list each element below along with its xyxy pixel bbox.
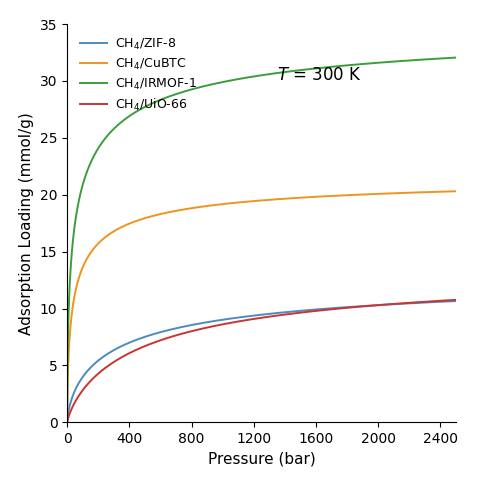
CH$_4$/UiO-66 [230, 320, 236, 325]
CH$_4$/ZIF-8 [404, 300, 409, 306]
CH$_4$/CuBTC [64, 420, 70, 425]
CH$_4$/CuBTC [108, 230, 114, 236]
CH$_4$/UiO-66 [404, 300, 409, 306]
X-axis label: Pressure (bar): Pressure (bar) [208, 452, 315, 467]
CH$_4$/IRMOF-1 [230, 77, 236, 83]
CH$_4$/UiO-66 [453, 297, 459, 303]
Text: $\mathit{T}$ = 300 K: $\mathit{T}$ = 300 K [277, 66, 362, 84]
CH$_4$/CuBTC [214, 202, 219, 208]
Legend: CH$_4$/ZIF-8, CH$_4$/CuBTC, CH$_4$/IRMOF-1, CH$_4$/UiO-66: CH$_4$/ZIF-8, CH$_4$/CuBTC, CH$_4$/IRMOF… [73, 30, 203, 119]
CH$_4$/UiO-66 [64, 420, 70, 425]
CH$_4$/ZIF-8 [108, 348, 114, 354]
CH$_4$/UiO-66 [445, 298, 451, 303]
CH$_4$/ZIF-8 [453, 298, 459, 304]
CH$_4$/ZIF-8 [445, 299, 451, 304]
CH$_4$/CuBTC [445, 189, 451, 194]
CH$_4$/IRMOF-1 [445, 55, 451, 61]
Line: CH$_4$/UiO-66: CH$_4$/UiO-66 [67, 300, 456, 422]
Line: CH$_4$/IRMOF-1: CH$_4$/IRMOF-1 [67, 58, 456, 422]
CH$_4$/IRMOF-1 [404, 58, 409, 63]
CH$_4$/ZIF-8 [132, 337, 137, 343]
CH$_4$/UiO-66 [108, 360, 114, 366]
CH$_4$/CuBTC [453, 188, 459, 194]
CH$_4$/ZIF-8 [214, 318, 219, 324]
Y-axis label: Adsorption Loading (mmol/g): Adsorption Loading (mmol/g) [19, 112, 34, 335]
CH$_4$/ZIF-8 [230, 315, 236, 321]
Line: CH$_4$/CuBTC: CH$_4$/CuBTC [67, 191, 456, 422]
CH$_4$/CuBTC [404, 190, 409, 196]
CH$_4$/CuBTC [230, 200, 236, 206]
CH$_4$/CuBTC [132, 219, 137, 225]
CH$_4$/IRMOF-1 [214, 81, 219, 86]
CH$_4$/IRMOF-1 [132, 110, 137, 116]
Line: CH$_4$/ZIF-8: CH$_4$/ZIF-8 [67, 301, 456, 422]
CH$_4$/UiO-66 [214, 323, 219, 328]
CH$_4$/IRMOF-1 [64, 420, 70, 425]
CH$_4$/IRMOF-1 [108, 128, 114, 134]
CH$_4$/IRMOF-1 [453, 55, 459, 60]
CH$_4$/ZIF-8 [64, 420, 70, 425]
CH$_4$/UiO-66 [132, 348, 137, 353]
